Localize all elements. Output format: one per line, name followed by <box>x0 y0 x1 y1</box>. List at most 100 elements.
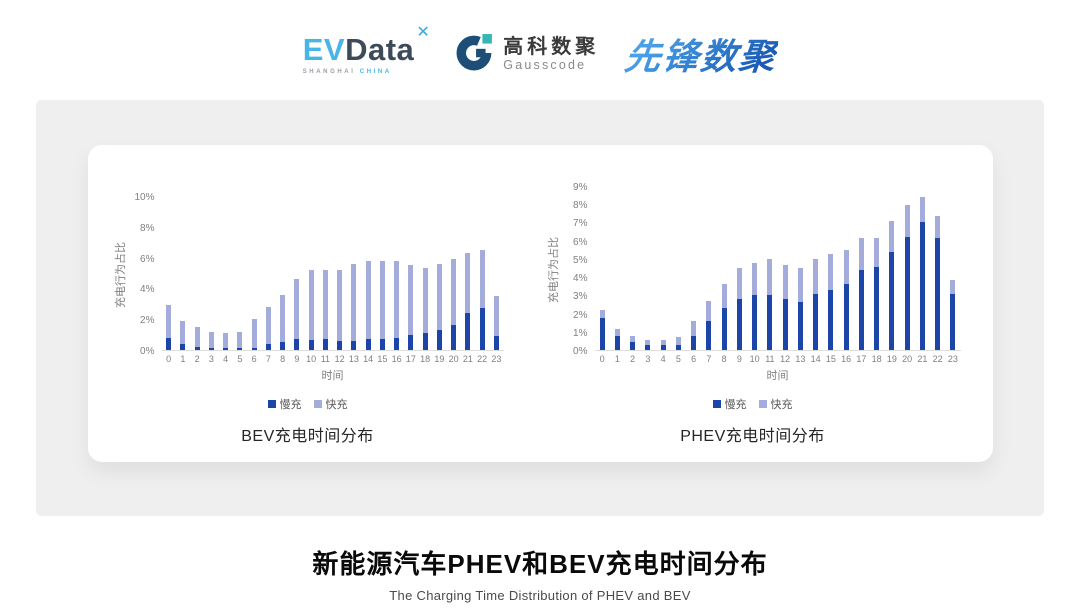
bev-bar-slow-segment <box>479 308 485 350</box>
phev-bar-slot <box>671 337 686 350</box>
bev-bar-slow-segment <box>208 348 214 350</box>
bev-bar-slow-segment <box>394 337 400 350</box>
bev-bar-slow-segment <box>493 336 499 350</box>
phev-bar-stack <box>675 337 681 350</box>
bev-bar-fast-segment <box>394 260 400 338</box>
phev-bar-slot <box>884 220 899 350</box>
phev-x-tick-label: 11 <box>765 354 775 364</box>
bev-bar-slot <box>347 263 361 350</box>
bev-x-tick-label: 12 <box>334 354 345 364</box>
phev-bar-fast-segment <box>767 258 773 296</box>
bev-bar-stack <box>422 268 428 350</box>
bev-bar-slot <box>219 333 233 350</box>
evdata-star-icon: ✕ <box>416 23 431 41</box>
phev-bar-fast-segment <box>904 205 910 238</box>
bev-bar-slot <box>333 269 347 350</box>
phev-x-tick-label: 19 <box>886 354 897 364</box>
phev-x-tick-label: 15 <box>825 354 836 364</box>
phev-bar-slot <box>640 340 655 350</box>
phev-bar-slow-segment <box>782 298 788 350</box>
phev-bar-slow-segment <box>843 284 849 350</box>
bev-bar-stack <box>280 294 286 350</box>
bev-bar-slot <box>404 265 418 350</box>
phev-bar-slow-segment <box>630 341 636 350</box>
phev-x-tick-label: 14 <box>810 354 821 364</box>
phev-bar-stack <box>645 340 651 350</box>
gausscode-icon <box>456 33 494 76</box>
bev-bar-slow-segment <box>365 339 371 350</box>
phev-x-tick-label: 4 <box>660 354 666 364</box>
phev-bar-slot <box>930 216 945 350</box>
phev-x-tick-label: 21 <box>917 354 928 364</box>
bev-bar-stack <box>337 269 343 350</box>
phev-bar-fast-segment <box>660 340 666 346</box>
bev-bar-slow-segment <box>337 340 343 350</box>
bev-bar-fast-segment <box>294 279 300 340</box>
phev-bar-fast-segment <box>782 265 788 299</box>
bev-bar-stack <box>208 331 214 350</box>
bev-bar-fast-segment <box>465 253 471 314</box>
bev-bar-slot <box>176 320 190 350</box>
phev-x-tick-label: 18 <box>871 354 882 364</box>
bev-bar-stack <box>322 269 328 350</box>
bev-bar-stack <box>379 260 385 350</box>
bev-bar-slot <box>447 259 461 350</box>
phev-bar-slow-segment <box>919 222 925 350</box>
bev-x-tick-label: 16 <box>391 354 402 364</box>
bev-x-tick-label: 7 <box>265 354 271 364</box>
phev-x-tick-label: 10 <box>749 354 760 364</box>
phev-bar-slow-segment <box>950 294 956 350</box>
bev-bar-fast-segment <box>379 260 385 340</box>
phev-x-tick-label: 13 <box>795 354 806 364</box>
bev-bar-fast-segment <box>479 249 485 309</box>
bev-x-tick-label: 4 <box>223 354 229 364</box>
phev-bar-slow-segment <box>614 336 620 350</box>
bev-x-tick-label: 8 <box>280 354 286 364</box>
footer: 新能源汽车PHEV和BEV充电时间分布 The Charging Time Di… <box>0 544 1080 603</box>
phev-bar-slow-segment <box>675 344 681 350</box>
phev-bar-stack <box>706 300 712 350</box>
phev-bar-slot <box>915 196 930 350</box>
phev-y-tick-label: 8% <box>573 200 588 212</box>
bev-bar-slow-segment <box>280 342 286 350</box>
bev-bar-fast-segment <box>223 333 229 349</box>
phev-bar-slot <box>900 205 915 350</box>
phev-bar-slow-segment <box>599 318 605 350</box>
phev-bar-slow-segment <box>828 289 834 350</box>
bev-x-tick-label: 15 <box>377 354 388 364</box>
bev-bar-slot <box>461 253 475 350</box>
phev-x-tick-label: 0 <box>599 354 605 364</box>
phev-y-axis-title-wrap: 充电行为占比 <box>545 187 561 352</box>
phev-x-tick-label: 20 <box>902 354 913 364</box>
phev-bar-stack <box>843 249 849 350</box>
bev-bar-fast-segment <box>493 296 499 337</box>
bev-bar-slot <box>247 319 261 350</box>
bev-y-tick-label: 10% <box>134 192 155 203</box>
phev-bar-slow-segment <box>721 308 727 350</box>
phev-bar-stack <box>813 258 819 350</box>
evdata-wordmark: EVData ✕ <box>303 24 431 65</box>
bev-bar-stack <box>408 265 414 350</box>
phev-bar-slot <box>717 283 732 350</box>
bev-bar-slot <box>276 294 290 350</box>
phev-bar-stack <box>874 237 880 350</box>
bev-chart: 充电行为占比 0% 2% 4% 6% 8% 10% 0 1 2 3 4 5 6 7 8 9 10 11 12 13 1… <box>112 192 504 446</box>
bev-bar-slot <box>375 260 389 350</box>
bev-bar-stack <box>351 263 357 350</box>
bev-x-tick-label: 6 <box>251 354 257 364</box>
phev-bar-fast-segment <box>736 268 742 299</box>
phev-legend-fast-label: 快充 <box>770 399 793 411</box>
phev-bar-stack <box>752 262 758 350</box>
bev-bar-fast-segment <box>351 263 357 341</box>
phev-bar-stack <box>950 279 956 350</box>
page-subtitle: The Charging Time Distribution of PHEV a… <box>389 588 691 603</box>
fast-charge-swatch <box>758 400 767 408</box>
bev-bar-slot <box>361 260 375 350</box>
phev-x-tick-label: 23 <box>947 354 958 364</box>
bev-bar-stack <box>465 253 471 350</box>
phev-y-tick-label: 9% <box>573 182 588 193</box>
phev-bar-slow-segment <box>736 298 742 350</box>
phev-bar-slow-segment <box>889 251 895 350</box>
phev-legend-slow: 慢充 <box>712 396 747 412</box>
bev-bar-fast-segment <box>251 319 257 348</box>
